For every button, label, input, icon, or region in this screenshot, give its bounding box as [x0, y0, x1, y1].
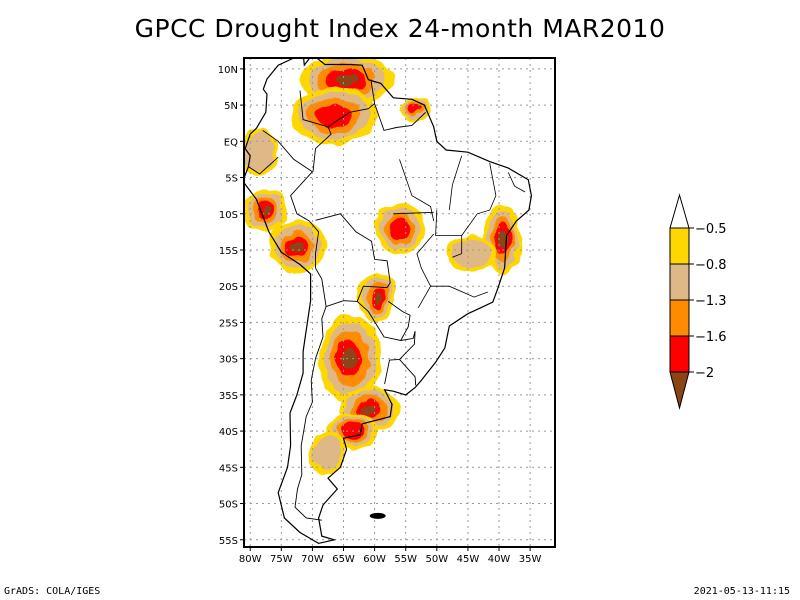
grid-lines	[244, 58, 555, 547]
drought-contour-minus1.6	[315, 103, 353, 129]
lon-tick-label: 40W	[488, 554, 511, 565]
lat-tick-label: 10N	[218, 65, 238, 76]
drought-contour-minus2	[497, 230, 507, 248]
country-border	[294, 306, 327, 521]
state-border	[393, 211, 434, 215]
drought-contour-minus0.8	[312, 435, 344, 471]
drought-contour-minus0.8	[450, 238, 492, 269]
country-border	[248, 156, 279, 175]
drought-region	[309, 431, 347, 475]
country-border	[399, 359, 417, 386]
state-border	[448, 155, 463, 211]
colorbar-legend: −0.5 −0.8 −1.3 −1.6 −2	[669, 193, 727, 410]
grads-credit: GrADS: COLA/IGES	[4, 586, 101, 597]
drought-region	[446, 235, 496, 272]
legend-label: −1.3	[695, 294, 727, 309]
legend-arrow-bottom	[669, 371, 690, 410]
lat-tick-label: EQ	[224, 137, 238, 148]
drought-region	[268, 221, 325, 272]
lat-tick-label: 55S	[219, 536, 238, 547]
lat-tick-label: 20S	[219, 282, 238, 293]
latitude-axis: 10N 5N EQ 5S 10S 15S 20S 25S 30S 35S 40S 45S 50S 55S	[218, 65, 244, 547]
drought-contour-minus0.8	[244, 131, 275, 173]
lon-tick-label: 60W	[363, 554, 386, 565]
lat-tick-label: 50S	[219, 500, 238, 511]
lat-tick-label: 5N	[224, 101, 238, 112]
south-america-coastline	[244, 58, 533, 545]
timestamp: 2021-05-13-11:15	[693, 586, 790, 597]
drought-contour-minus2	[290, 240, 304, 253]
state-border	[416, 233, 435, 287]
plot-frame	[243, 57, 556, 548]
legend-swatch	[669, 335, 690, 373]
lat-tick-label: 10S	[219, 210, 238, 221]
drought-region	[290, 86, 378, 145]
drought-contour-minus2	[373, 290, 383, 304]
country-border	[299, 90, 332, 172]
drought-contour-minus2	[360, 404, 376, 415]
country-border	[374, 103, 426, 131]
state-border	[417, 285, 488, 309]
state-border	[399, 159, 435, 222]
country-border	[327, 79, 376, 128]
drought-region	[244, 126, 279, 178]
lat-tick-label: 5S	[225, 174, 238, 185]
lat-tick-label: 15S	[219, 246, 238, 257]
lon-tick-label: 50W	[426, 554, 449, 565]
state-border	[507, 172, 526, 193]
legend-label: −0.5	[695, 222, 727, 237]
lat-tick-label: 30S	[219, 355, 238, 366]
drought-contour-minus1.6	[388, 217, 411, 240]
drought-region	[359, 271, 397, 323]
drought-region	[318, 315, 381, 403]
drought-region	[374, 202, 425, 254]
drought-contour-minus2	[335, 73, 358, 86]
drought-region	[399, 97, 431, 120]
legend-label: −0.8	[695, 258, 727, 273]
state-border	[461, 162, 497, 236]
legend-swatch	[669, 227, 690, 265]
drought-contour-minus2	[342, 348, 358, 370]
country-border	[262, 130, 313, 173]
drought-shading	[244, 58, 521, 475]
country-border	[315, 267, 388, 308]
country-border	[384, 330, 416, 385]
lon-tick-label: 75W	[270, 554, 293, 565]
chart-title: GPCC Drought Index 24-month MAR2010	[134, 14, 666, 43]
lon-tick-label: 45W	[457, 554, 480, 565]
longitude-axis: 80W 75W 70W 65W 60W 55W 50W 45W 40W 35W	[239, 547, 542, 565]
legend-swatch	[669, 299, 690, 337]
lat-tick-label: 35S	[219, 391, 238, 402]
legend-arrow-top	[669, 193, 690, 229]
coastlines-and-borders	[244, 58, 533, 545]
lon-tick-label: 65W	[332, 554, 355, 565]
drought-contour-minus1.6	[408, 104, 422, 114]
legend-label: −2	[695, 366, 714, 381]
legend-swatch	[669, 263, 690, 301]
country-border	[356, 301, 411, 342]
lon-tick-label: 70W	[301, 554, 324, 565]
lon-tick-label: 80W	[239, 554, 262, 565]
country-border	[290, 171, 320, 269]
legend-label: −1.6	[695, 330, 727, 345]
lon-tick-label: 55W	[394, 554, 417, 565]
falkland-islands	[369, 512, 386, 519]
country-border	[315, 213, 391, 288]
drought-contour-minus2	[260, 204, 271, 216]
lat-tick-label: 40S	[219, 427, 238, 438]
lat-tick-label: 25S	[219, 318, 238, 329]
lat-tick-label: 45S	[219, 463, 238, 474]
lon-tick-label: 35W	[519, 554, 542, 565]
